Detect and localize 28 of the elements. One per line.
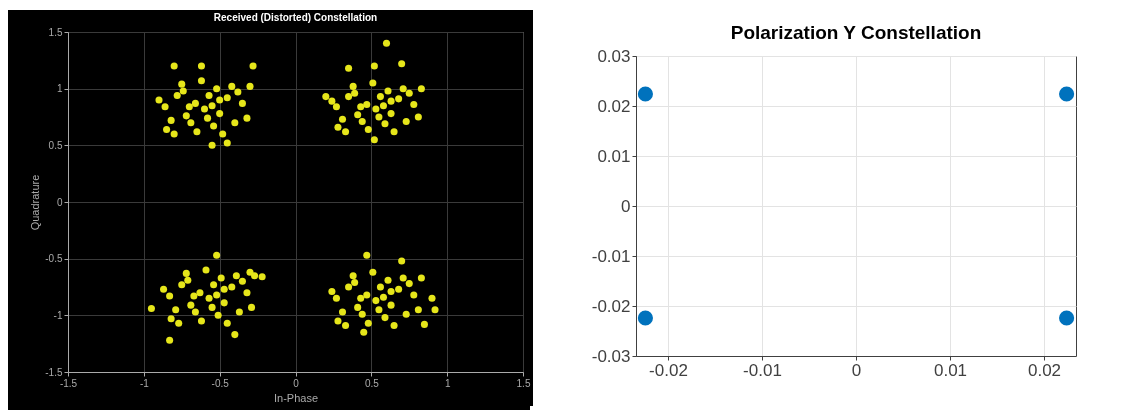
chart-title: Polarization Y Constellation xyxy=(730,22,982,43)
y-tick-label: 0.03 xyxy=(597,46,631,66)
y-tick-label: 1.5 xyxy=(48,26,63,38)
y-axis-title: Quadrature xyxy=(29,174,42,231)
x-tick-label: -0.01 xyxy=(743,360,782,380)
x-tick-label: 0.01 xyxy=(933,360,968,380)
x-tick-label: -0.5 xyxy=(211,377,230,389)
y-tick-label: -0.02 xyxy=(591,296,631,316)
y-tick-label: 0.5 xyxy=(48,139,63,151)
x-tick-label: 0.02 xyxy=(1027,360,1062,380)
y-tick-label: 0 xyxy=(56,196,63,208)
y-tick-label: -0.01 xyxy=(591,246,631,266)
y-tick-label: 1 xyxy=(56,83,63,95)
x-tick-label: 0 xyxy=(851,360,862,380)
x-axis-title: In-Phase xyxy=(273,391,319,404)
y-tick-label: -0.03 xyxy=(591,346,631,366)
y-tick-label: 0 xyxy=(621,196,631,216)
chart-title: Received (Distorted) Constellation xyxy=(213,12,378,23)
x-tick-label: -1 xyxy=(139,377,150,389)
x-tick-label: 0.5 xyxy=(364,377,380,389)
y-tick-label: -0.5 xyxy=(45,253,63,265)
y-tick-label: -1 xyxy=(53,309,63,321)
y-tick-label: 0.01 xyxy=(597,146,631,166)
y-tick-label: 0.02 xyxy=(597,96,631,116)
x-tick-label: 0 xyxy=(293,377,300,389)
x-tick-label: 1 xyxy=(444,377,451,389)
x-tick-label: 1.5 xyxy=(516,377,531,389)
x-tick-label: -0.02 xyxy=(649,360,688,380)
